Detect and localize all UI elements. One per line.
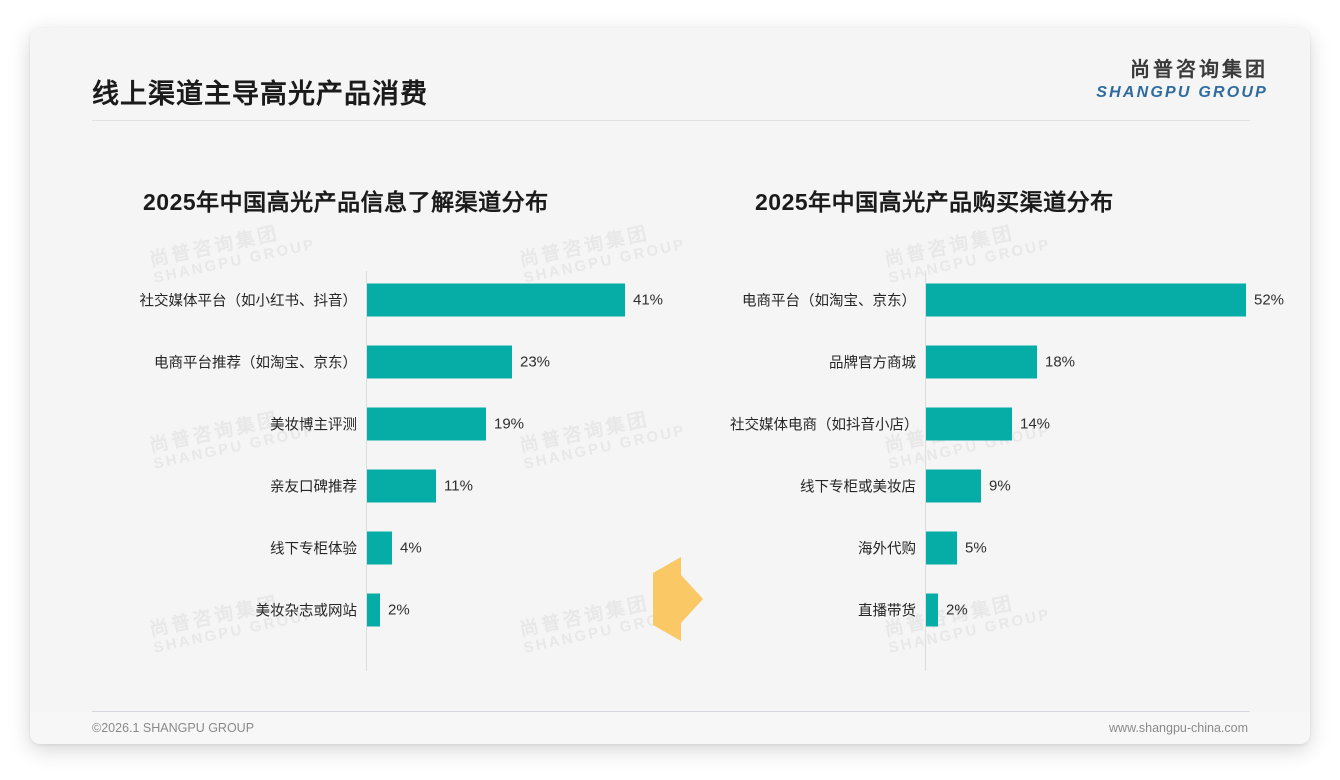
bar — [926, 593, 938, 627]
chart-title: 2025年中国高光产品购买渠道分布 — [755, 189, 1114, 215]
bar — [926, 345, 1037, 379]
bar-value-label: 19% — [494, 415, 525, 433]
category-label: 线下专柜体验 — [270, 541, 357, 558]
footer-divider — [92, 711, 1250, 712]
copyright-text: ©2026.1 SHANGPU GROUP — [92, 721, 255, 735]
chart-row: 社交媒体平台（如小红书、抖音） 41% — [85, 271, 705, 329]
bar-value-label: 11% — [444, 477, 473, 495]
bar-value-label: 52% — [1254, 291, 1285, 309]
chart-row: 海外代购 5% — [730, 519, 1290, 577]
logo-english-name: SHANGPU GROUP — [1096, 84, 1268, 101]
chart-row: 线下专柜体验 4% — [85, 519, 705, 577]
header-divider — [92, 120, 1250, 121]
category-label: 线下专柜或美妆店 — [800, 479, 916, 496]
bar-value-label: 5% — [965, 539, 987, 557]
chart-row: 美妆博主评测 19% — [85, 395, 705, 453]
category-label: 美妆博主评测 — [270, 417, 357, 434]
category-label: 海外代购 — [858, 541, 916, 558]
category-label: 美妆杂志或网站 — [255, 603, 358, 620]
category-axis-line — [366, 271, 367, 671]
bar — [367, 593, 380, 627]
bar-value-label: 23% — [520, 353, 551, 371]
bar-value-label: 2% — [946, 601, 968, 619]
slide-header: 线上渠道主导高光产品消费 尚普咨询集团 SHANGPU GROUP — [30, 28, 1310, 120]
chart-row: 直播带货 2% — [730, 581, 1290, 639]
bar-value-label: 9% — [989, 477, 1011, 495]
bar — [926, 469, 981, 503]
logo-chinese-name: 尚普咨询集团 — [1130, 59, 1268, 81]
chart-row: 电商平台推荐（如淘宝、京东） 23% — [85, 333, 705, 391]
bar — [367, 407, 486, 441]
chart-row: 美妆杂志或网站 2% — [85, 581, 705, 639]
bar-value-label: 41% — [633, 291, 664, 309]
brand-logo: 尚普咨询集团 SHANGPU GROUP — [1096, 60, 1268, 101]
chart-plot-area: 电商平台（如淘宝、京东） 52% 品牌官方商城 18% 社交媒体电商（如抖音小店） 14%… — [730, 271, 1290, 671]
bar-value-label: 4% — [400, 539, 422, 557]
bar — [367, 283, 625, 317]
watermark-cn: 尚普咨询集团 — [147, 223, 282, 272]
bar-value-label: 2% — [388, 601, 410, 619]
chart-row: 电商平台（如淘宝、京东） 52% — [730, 271, 1290, 329]
slide-body: 尚普咨询集团 SHANGPU GROUP 尚普咨询集团 SHANGPU GROU… — [30, 121, 1310, 699]
bar-value-label: 18% — [1045, 353, 1076, 371]
category-label: 社交媒体电商（如抖音小店） — [730, 417, 919, 434]
bar — [367, 531, 392, 565]
chart-title: 2025年中国高光产品信息了解渠道分布 — [143, 189, 549, 215]
category-label: 直播带货 — [858, 603, 916, 620]
watermark-cn: 尚普咨询集团 — [517, 223, 652, 272]
bar — [926, 531, 957, 565]
bar-value-label: 14% — [1020, 415, 1051, 433]
chart-row: 品牌官方商城 18% — [730, 333, 1290, 391]
chart-row: 线下专柜或美妆店 9% — [730, 457, 1290, 515]
page-title: 线上渠道主导高光产品消费 — [92, 79, 428, 109]
chart-row: 社交媒体电商（如抖音小店） 14% — [730, 395, 1290, 453]
category-label: 亲友口碑推荐 — [270, 479, 357, 496]
bar — [926, 407, 1012, 441]
bar — [926, 283, 1246, 317]
bar — [367, 345, 512, 379]
bar — [367, 469, 436, 503]
category-label: 品牌官方商城 — [829, 355, 916, 372]
right-arrow-icon — [647, 553, 705, 645]
website-url[interactable]: www.shangpu-china.com — [1109, 721, 1248, 735]
category-label: 电商平台（如淘宝、京东） — [742, 293, 916, 310]
category-axis-line — [925, 271, 926, 671]
slide-card: 线上渠道主导高光产品消费 尚普咨询集团 SHANGPU GROUP 尚普咨询集团… — [30, 28, 1310, 744]
category-label: 电商平台推荐（如淘宝、京东） — [154, 355, 357, 372]
category-label: 社交媒体平台（如小红书、抖音） — [139, 293, 358, 310]
watermark-cn: 尚普咨询集团 — [882, 223, 1017, 272]
slide-footer: ©2026.1 SHANGPU GROUP www.shangpu-china.… — [30, 712, 1310, 744]
chart-plot-area: 社交媒体平台（如小红书、抖音） 41% 电商平台推荐（如淘宝、京东） 23% 美妆博主评… — [85, 271, 705, 671]
chart-row: 亲友口碑推荐 11% — [85, 457, 705, 515]
